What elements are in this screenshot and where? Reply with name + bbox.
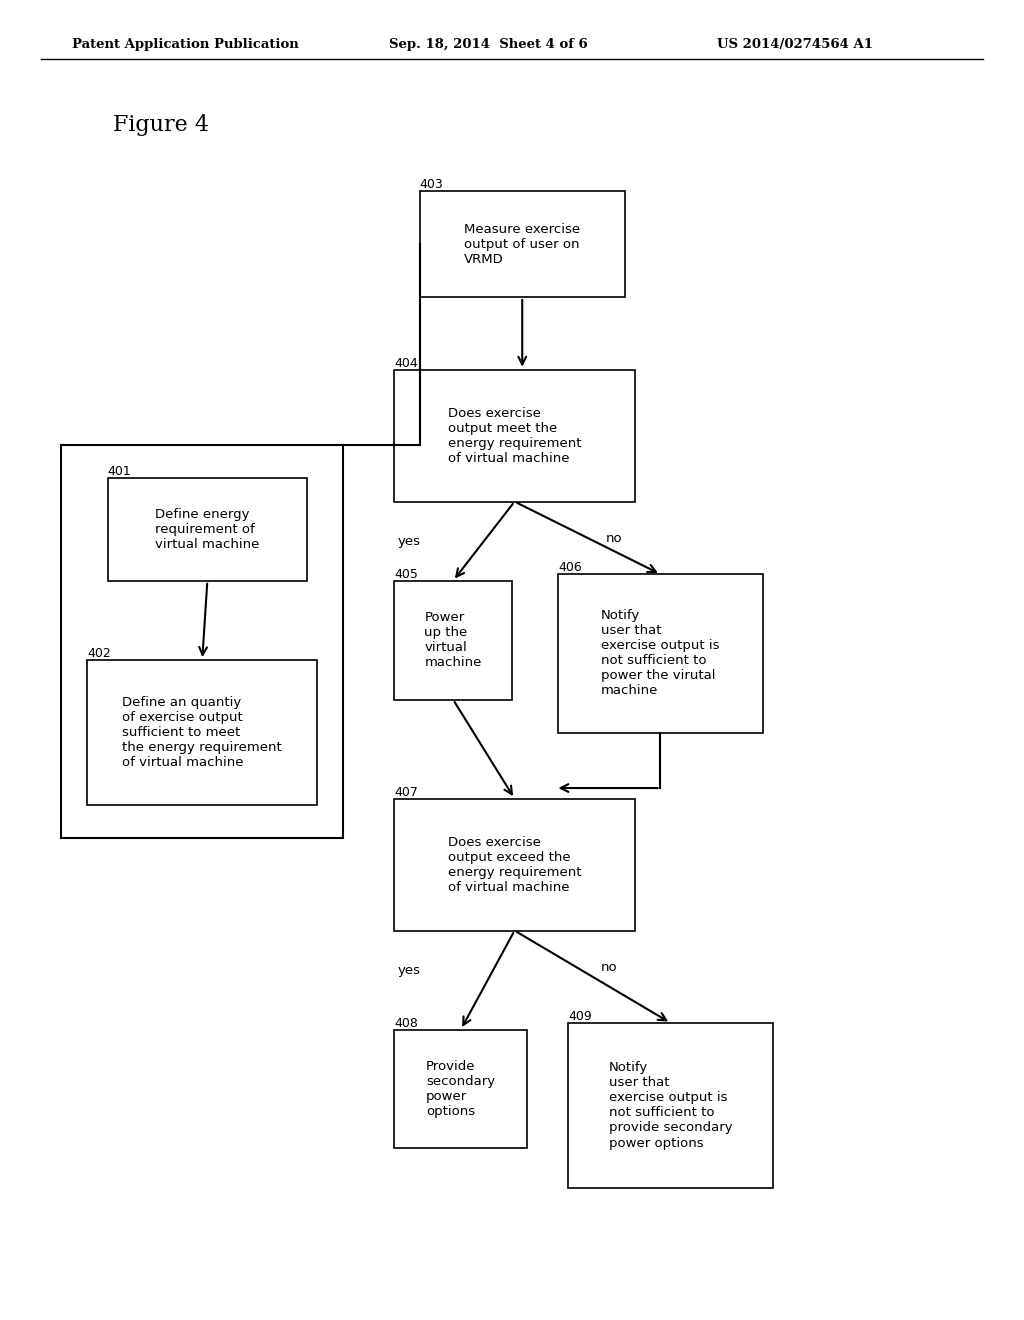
Text: Define an quantiy
of exercise output
sufficient to meet
the energy requirement
o: Define an quantiy of exercise output suf… xyxy=(122,696,283,770)
Text: 409: 409 xyxy=(568,1010,592,1023)
Text: Does exercise
output exceed the
energy requirement
of virtual machine: Does exercise output exceed the energy r… xyxy=(447,836,582,894)
Bar xyxy=(394,799,635,931)
Text: 408: 408 xyxy=(394,1016,418,1030)
Text: 403: 403 xyxy=(420,178,443,191)
Bar xyxy=(420,191,625,297)
Bar xyxy=(108,478,307,581)
Bar xyxy=(394,581,512,700)
Text: Notify
user that
exercise output is
not sufficient to
provide secondary
power op: Notify user that exercise output is not … xyxy=(609,1061,732,1150)
Bar xyxy=(394,370,635,502)
Text: Does exercise
output meet the
energy requirement
of virtual machine: Does exercise output meet the energy req… xyxy=(447,407,582,465)
Text: Patent Application Publication: Patent Application Publication xyxy=(72,38,298,51)
Text: 406: 406 xyxy=(558,561,582,574)
Text: no: no xyxy=(601,961,617,974)
Bar xyxy=(568,1023,773,1188)
Text: Sep. 18, 2014  Sheet 4 of 6: Sep. 18, 2014 Sheet 4 of 6 xyxy=(389,38,588,51)
Text: 405: 405 xyxy=(394,568,418,581)
Text: Power
up the
virtual
machine: Power up the virtual machine xyxy=(424,611,482,669)
Bar xyxy=(558,574,763,733)
Text: 407: 407 xyxy=(394,785,418,799)
Bar xyxy=(394,1030,527,1148)
Text: Measure exercise
output of user on
VRMD: Measure exercise output of user on VRMD xyxy=(464,223,581,265)
Text: Provide
secondary
power
options: Provide secondary power options xyxy=(426,1060,496,1118)
Text: 404: 404 xyxy=(394,356,418,370)
Text: US 2014/0274564 A1: US 2014/0274564 A1 xyxy=(717,38,872,51)
Text: Notify
user that
exercise output is
not sufficient to
power the virutal
machine: Notify user that exercise output is not … xyxy=(601,610,720,697)
Text: Define energy
requirement of
virtual machine: Define energy requirement of virtual mac… xyxy=(156,508,259,550)
Text: yes: yes xyxy=(398,535,421,548)
Text: Figure 4: Figure 4 xyxy=(113,115,209,136)
Text: 401: 401 xyxy=(108,465,131,478)
Text: yes: yes xyxy=(398,964,421,977)
Text: no: no xyxy=(606,532,623,545)
Text: 402: 402 xyxy=(87,647,111,660)
Bar xyxy=(87,660,317,805)
